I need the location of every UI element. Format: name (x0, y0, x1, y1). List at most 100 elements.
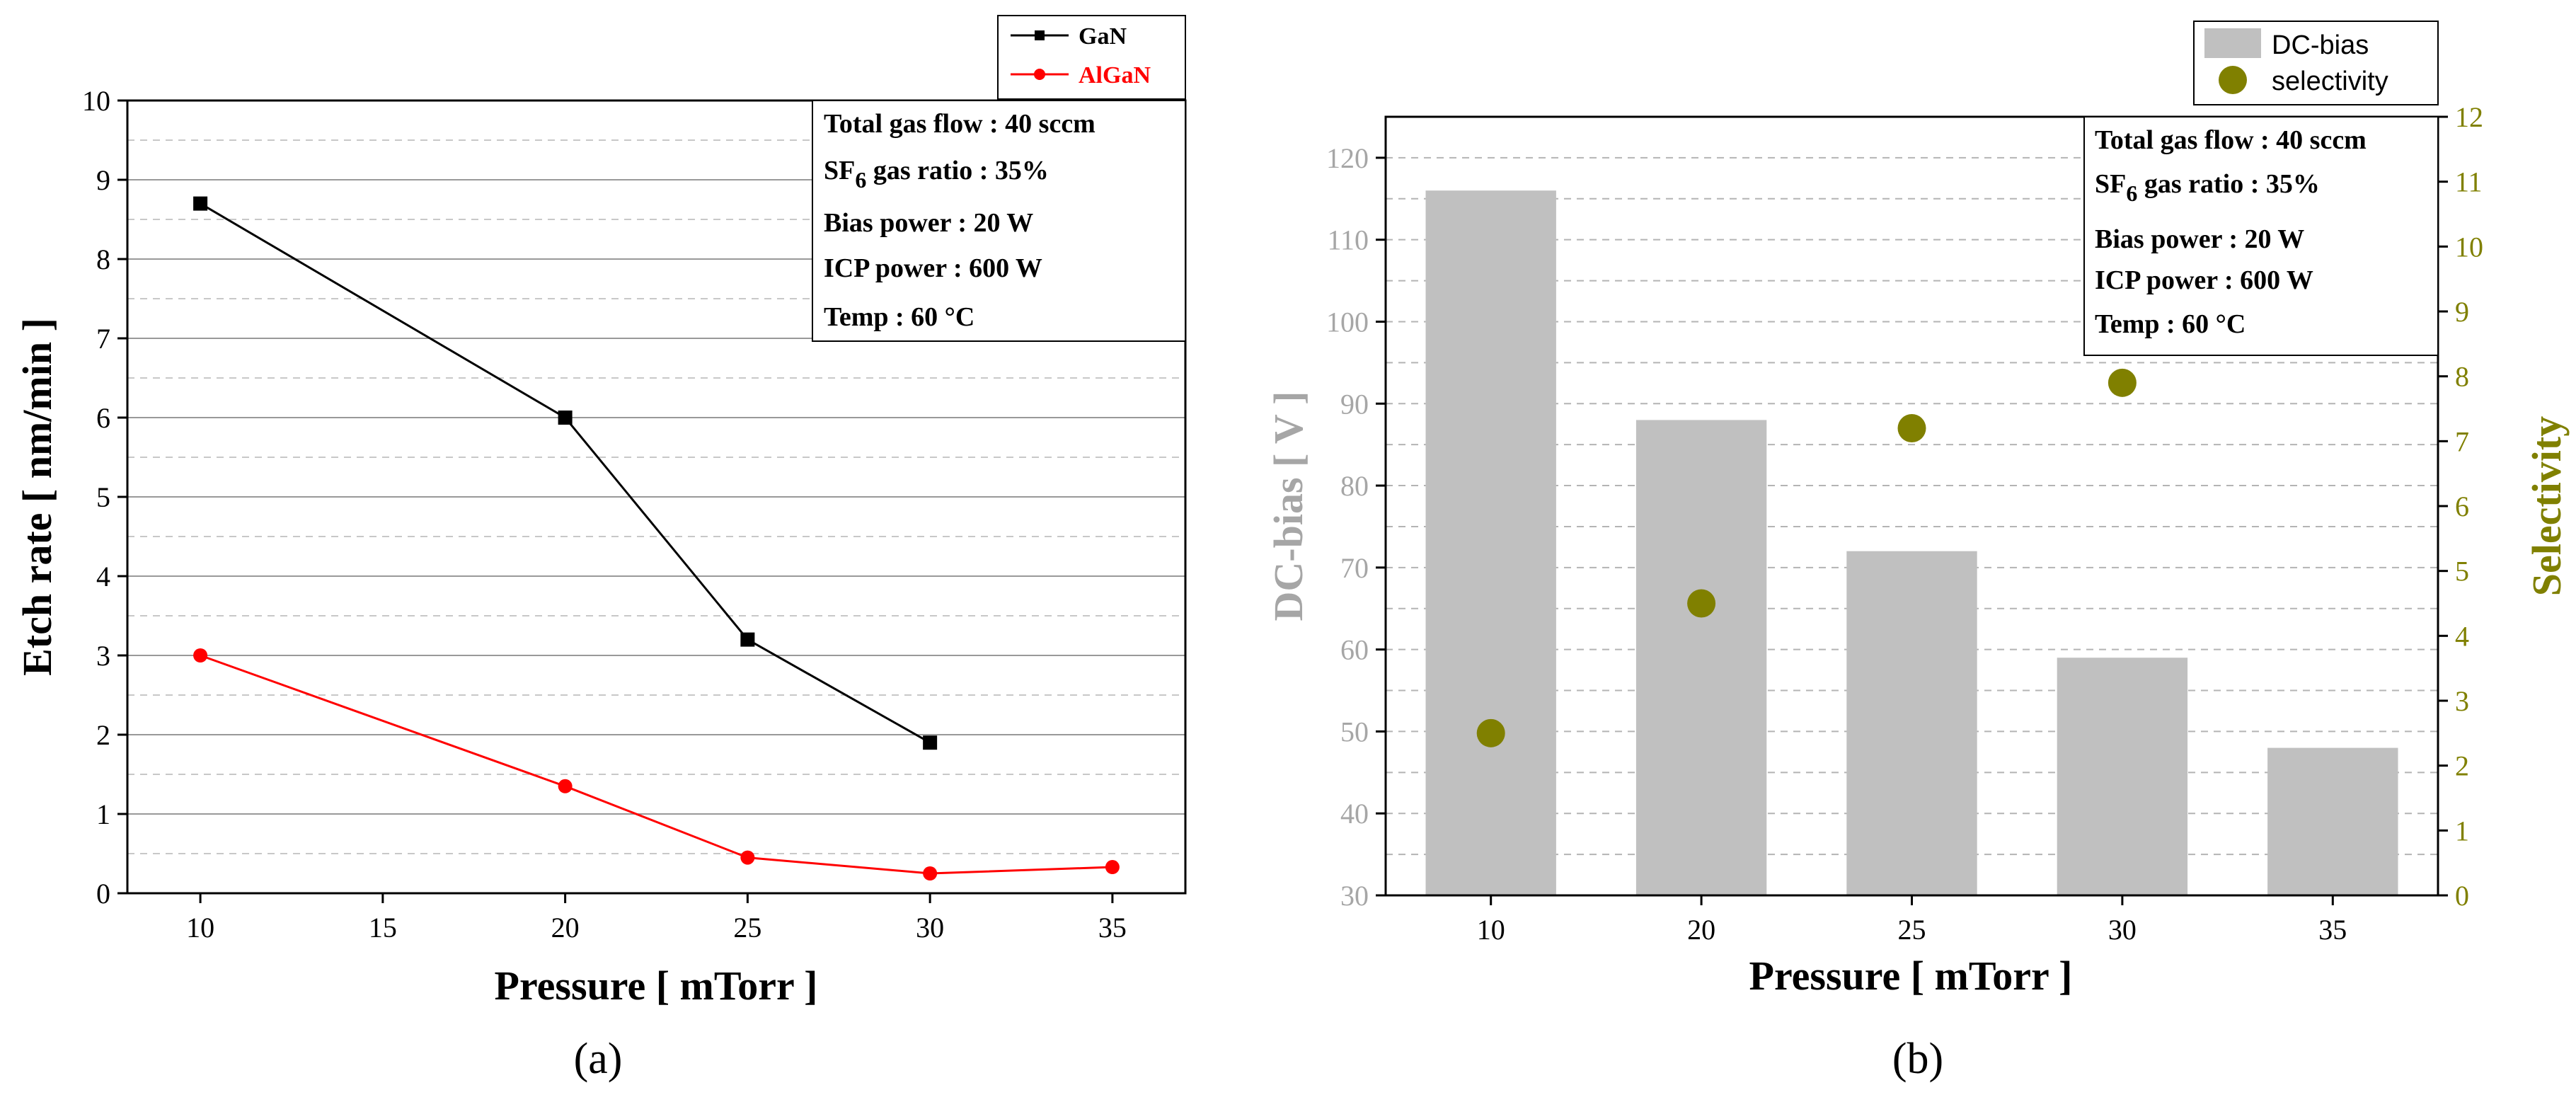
left-tick-label: 40 (1340, 798, 1369, 830)
data-point-algan (923, 866, 938, 881)
panel-a-etch-rate-chart: 0 1 2 3 4 5 6 7 8 9 10 10 15 20 25 30 35 Total gas flow … (14, 15, 1187, 1083)
right-tick-label: 9 (2455, 296, 2469, 328)
panel-b-annotation-frame (2083, 116, 2439, 356)
bar-dc-bias-20 (1635, 420, 1767, 895)
legend-selectivity-label: selectivity (2272, 67, 2388, 96)
right-tick-label: 8 (2455, 361, 2469, 393)
right-tick-label: 5 (2455, 556, 2469, 587)
data-point-algan (558, 779, 573, 793)
panel-b-annotation-bias-power: Bias power : 20 W (2095, 224, 2304, 254)
panel-a-annotation-temp: Temp : 60 °C (824, 302, 974, 332)
panel-b-left-axis-title: DC-bias [ V ] (1265, 391, 1311, 621)
panel-b-annotation-temp: Temp : 60 °C (2095, 309, 2246, 339)
legend-selectivity-marker (2219, 66, 2247, 94)
panel-b-right-axis-title: Selectivity (2524, 416, 2570, 596)
x-tick-label: 35 (1098, 912, 1127, 943)
panel-a-axis-ticks: 0 1 2 3 4 5 6 7 8 9 10 10 15 20 25 30 35 (82, 85, 1127, 943)
panel-a-annotation-sf6-ratio: SF6 gas ratio : 35% (824, 156, 1049, 193)
panel-a-annotation-frame (812, 100, 1186, 342)
bar-dc-bias-35 (2267, 747, 2398, 895)
panel-a-annotation-bias-power: Bias power : 20 W (824, 208, 1033, 238)
y-tick-label: 2 (96, 719, 110, 751)
panel-a-annotation-gas-flow: Total gas flow : 40 sccm (824, 109, 1096, 139)
y-tick-label: 9 (96, 164, 110, 196)
panel-b-annotation-sf6-ratio: SF6 gas ratio : 35% (2095, 169, 2320, 206)
data-point-gan (923, 735, 938, 750)
bar-dc-bias-25 (1846, 551, 1977, 895)
legend-algan-marker (1034, 69, 1045, 80)
x-tick-label: 35 (2318, 914, 2347, 946)
x-tick-label: 30 (2108, 914, 2137, 946)
right-tick-label: 6 (2455, 491, 2469, 522)
left-tick-label: 60 (1340, 634, 1369, 666)
left-tick-label: 30 (1340, 880, 1369, 912)
data-point-algan (193, 648, 208, 663)
point-selectivity-25 (1897, 414, 1926, 442)
left-tick-label: 90 (1340, 388, 1369, 420)
y-tick-label: 6 (96, 402, 110, 434)
right-tick-label: 0 (2455, 880, 2469, 912)
left-tick-label: 70 (1340, 552, 1369, 584)
panel-b-label: (b) (1892, 1035, 1943, 1083)
panel-b-axis-ticks: 3040506070809010011012001234567891011121… (1326, 101, 2483, 946)
left-tick-label: 100 (1326, 306, 1369, 338)
panel-a-legend: GaN AlGaN (997, 15, 1186, 100)
legend-dc-bias-swatch (2204, 28, 2261, 58)
y-tick-label: 7 (96, 323, 110, 355)
right-tick-label: 12 (2455, 101, 2483, 133)
legend-dc-bias-label: DC-bias (2272, 30, 2369, 60)
panel-a-annotation-icp-power: ICP power : 600 W (824, 253, 1042, 283)
data-point-algan (1105, 860, 1120, 875)
x-tick-label: 20 (1687, 914, 1715, 946)
right-tick-label: 3 (2455, 685, 2469, 717)
y-tick-label: 4 (96, 561, 110, 592)
y-tick-label: 8 (96, 243, 110, 275)
y-tick-label: 5 (96, 481, 110, 513)
bar-dc-bias-30 (2057, 658, 2188, 895)
point-selectivity-20 (1687, 589, 1716, 618)
panel-b-dc-bias-bars (1425, 190, 2398, 895)
y-tick-label: 1 (96, 798, 110, 830)
panel-b-annotation-gas-flow: Total gas flow : 40 sccm (2095, 125, 2367, 155)
panel-b-x-axis-title: Pressure [ mTorr ] (1749, 953, 2073, 999)
panel-a-annotation-box: Total gas flow : 40 sccm SF6 gas ratio :… (812, 100, 1186, 342)
legend-gan-marker (1035, 30, 1045, 40)
series-line-gan (200, 202, 931, 744)
data-point-algan (740, 850, 755, 865)
point-selectivity-10 (1476, 718, 1505, 747)
panel-b-selectivity-points (1476, 368, 2137, 747)
left-tick-label: 50 (1340, 716, 1369, 747)
y-tick-label: 3 (96, 640, 110, 672)
x-tick-label: 25 (733, 912, 761, 943)
x-tick-label: 15 (369, 912, 397, 943)
x-tick-label: 25 (1898, 914, 1926, 946)
right-tick-label: 2 (2455, 750, 2469, 782)
panel-b-annotation-box: Total gas flow : 40 sccm SF6 gas ratio :… (2083, 116, 2439, 356)
left-tick-label: 110 (1327, 224, 1369, 256)
data-point-gan (193, 196, 208, 211)
x-tick-label: 10 (1477, 914, 1505, 946)
panel-a-y-axis-title: Etch rate [ nm/min ] (14, 318, 60, 676)
panel-a-series (193, 196, 1120, 881)
point-selectivity-30 (2108, 368, 2137, 397)
bar-dc-bias-10 (1425, 190, 1556, 895)
panel-b-annotation-icp-power: ICP power : 600 W (2095, 265, 2313, 295)
data-point-gan (740, 632, 755, 647)
panel-b-legend: DC-bias selectivity (2193, 21, 2439, 105)
right-tick-label: 10 (2455, 231, 2483, 263)
right-tick-label: 11 (2455, 166, 2483, 198)
panel-a-label: (a) (574, 1035, 623, 1083)
right-tick-label: 1 (2455, 815, 2469, 847)
x-tick-label: 20 (551, 912, 580, 943)
legend-algan-label: AlGaN (1079, 62, 1151, 88)
left-tick-label: 120 (1326, 142, 1369, 174)
panel-a-x-axis-title: Pressure [ mTorr ] (495, 963, 818, 1009)
right-tick-label: 7 (2455, 425, 2469, 457)
right-tick-label: 4 (2455, 620, 2469, 652)
y-tick-label: 0 (96, 878, 110, 910)
legend-gan-label: GaN (1079, 23, 1127, 50)
data-point-gan (558, 411, 573, 425)
series-line-algan (200, 654, 1112, 875)
x-tick-label: 30 (916, 912, 944, 943)
